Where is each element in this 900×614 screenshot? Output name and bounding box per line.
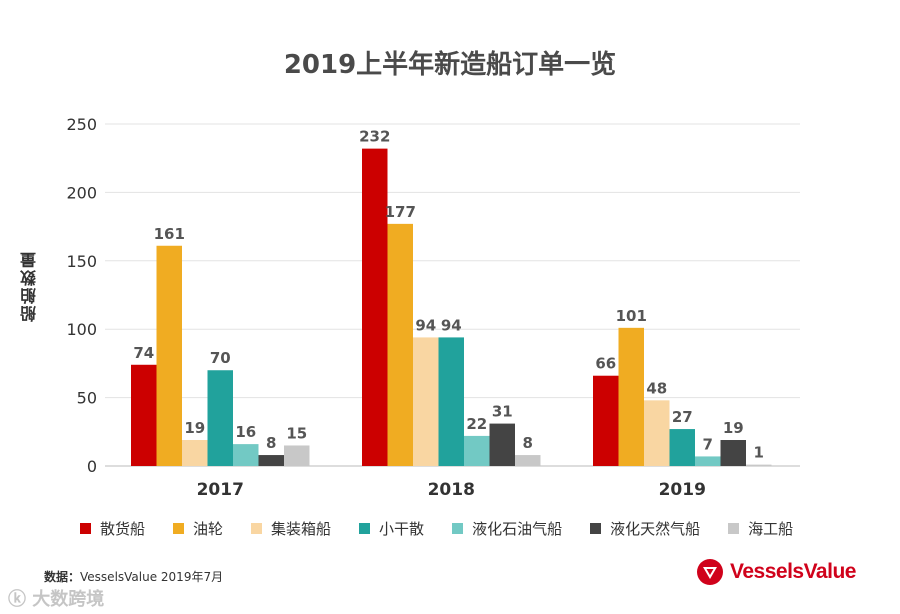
bar <box>618 327 644 466</box>
legend-swatch <box>728 522 740 534</box>
data-label: 66 <box>595 355 616 373</box>
bar <box>746 464 772 466</box>
legend: 散货船 油轮 集装箱船 小干散 液化石油气船 液化天然气船 海工船 <box>80 517 840 539</box>
data-label: 8 <box>266 434 276 452</box>
chart-title: 2019上半年新造船订单一览 <box>283 50 617 80</box>
bar <box>131 364 157 466</box>
legend-swatch <box>590 522 602 534</box>
bar <box>720 440 746 466</box>
data-label: 70 <box>210 349 231 367</box>
data-label: 19 <box>184 419 205 437</box>
y-tick-label: 100 <box>66 320 97 339</box>
bar <box>644 400 670 466</box>
bar <box>387 223 413 466</box>
bar <box>233 444 259 466</box>
bar <box>156 245 182 466</box>
bar <box>362 148 388 466</box>
data-label: 16 <box>235 423 256 441</box>
data-label: 232 <box>359 128 390 146</box>
y-tick-label: 200 <box>66 183 97 202</box>
x-tick-label: 2017 <box>197 480 244 500</box>
data-label: 177 <box>385 203 416 221</box>
data-label: 161 <box>154 225 185 243</box>
y-tick-label: 150 <box>66 252 97 271</box>
data-label: 27 <box>672 408 693 426</box>
source-label: 数据： <box>44 570 81 584</box>
legend-item: 小干散 <box>359 518 424 539</box>
legend-swatch <box>359 522 371 534</box>
bar <box>258 455 284 466</box>
legend-swatch <box>251 522 263 534</box>
legend-item: 集装箱船 <box>251 518 331 539</box>
legend-swatch <box>173 522 185 534</box>
bar <box>284 445 310 466</box>
legend-swatch <box>80 522 91 534</box>
legend-item: 海工船 <box>728 518 793 539</box>
legend-label: 散货船 <box>100 519 146 538</box>
bar <box>438 337 464 466</box>
legend-label: 海工船 <box>748 519 794 538</box>
x-tick-label: 2018 <box>428 480 475 500</box>
data-label: 48 <box>646 379 667 397</box>
data-label: 101 <box>616 307 647 325</box>
data-label: 1 <box>754 444 764 462</box>
bar <box>669 429 695 466</box>
bar <box>593 375 619 466</box>
bar <box>695 456 721 466</box>
data-label: 94 <box>441 316 462 334</box>
bar <box>207 370 233 466</box>
bar <box>182 440 208 466</box>
data-label: 19 <box>723 419 744 437</box>
y-tick-label: 50 <box>77 389 97 408</box>
data-label: 22 <box>466 415 487 433</box>
legend-label: 液化天然气船 <box>610 519 701 538</box>
bar <box>464 435 490 466</box>
legend-label: 小干散 <box>379 519 425 538</box>
legend-item: 液化石油气船 <box>452 518 562 539</box>
bar <box>489 423 515 466</box>
x-tick-label: 2019 <box>659 480 706 500</box>
y-tick-label: 0 <box>87 457 97 476</box>
data-label: 7 <box>703 435 713 453</box>
legend-item: 散货船 <box>80 518 145 539</box>
legend-item: 液化天然气船 <box>590 518 700 539</box>
watermark: ⓚ 大数跨境 <box>8 589 105 610</box>
source-note: 数据：VesselsValue 2019年7月 <box>44 568 223 585</box>
legend-label: 集装箱船 <box>271 519 332 538</box>
data-label: 15 <box>286 424 307 442</box>
source-text: VesselsValue 2019年7月 <box>80 570 224 584</box>
legend-label: 液化石油气船 <box>472 519 563 538</box>
legend-item: 油轮 <box>173 518 223 539</box>
bar <box>515 455 541 466</box>
data-label: 8 <box>523 434 533 452</box>
data-label: 94 <box>415 316 436 334</box>
legend-swatch <box>452 522 464 534</box>
legend-label: 油轮 <box>193 519 224 538</box>
logo-text: VesselsValue <box>730 560 856 583</box>
vesselsvalue-logo: VesselsValue <box>696 557 856 587</box>
vesselsvalue-logo-icon <box>697 559 723 585</box>
data-label: 74 <box>133 344 154 362</box>
y-tick-label: 250 <box>66 115 97 134</box>
data-label: 31 <box>492 403 513 421</box>
bar <box>413 337 439 466</box>
